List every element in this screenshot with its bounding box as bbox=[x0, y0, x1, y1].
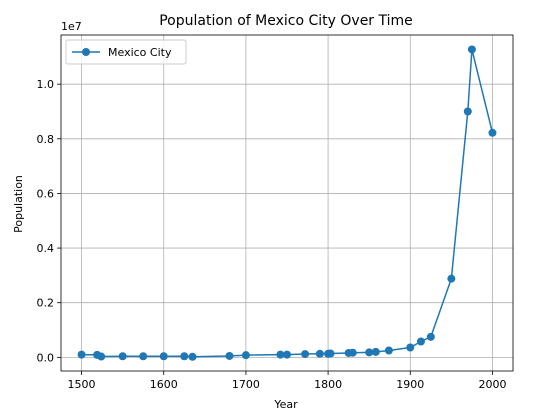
series-layer bbox=[77, 45, 497, 361]
chart-title: Population of Mexico City Over Time bbox=[159, 13, 413, 29]
x-tick-label: 1800 bbox=[314, 378, 342, 391]
x-tick-label: 2000 bbox=[478, 378, 506, 391]
data-point bbox=[371, 347, 380, 356]
data-point bbox=[326, 349, 335, 358]
grid-lines bbox=[61, 35, 513, 371]
y-tick-label: 0.6 bbox=[37, 187, 55, 200]
data-point bbox=[447, 274, 456, 283]
data-point bbox=[488, 128, 497, 137]
x-tick-label: 1900 bbox=[396, 378, 424, 391]
data-point bbox=[118, 352, 127, 361]
data-point bbox=[225, 351, 234, 360]
x-tick-label: 1700 bbox=[232, 378, 260, 391]
y-tick-label: 0.4 bbox=[37, 242, 55, 255]
data-point bbox=[426, 332, 435, 341]
data-point bbox=[315, 349, 324, 358]
data-point bbox=[416, 337, 425, 346]
y-axis-label: Population bbox=[12, 175, 25, 233]
y-tick-label: 0.0 bbox=[37, 351, 55, 364]
data-point bbox=[139, 352, 148, 361]
data-point bbox=[276, 350, 285, 359]
plot-frame bbox=[60, 34, 514, 372]
series-line bbox=[81, 48, 494, 358]
data-point bbox=[365, 348, 374, 357]
data-point bbox=[97, 352, 106, 361]
legend-marker-swatch bbox=[82, 48, 90, 56]
data-point bbox=[463, 107, 472, 116]
legend: Mexico City bbox=[65, 39, 187, 65]
data-point bbox=[159, 352, 168, 361]
y-tick-label: 1.0 bbox=[37, 78, 55, 91]
data-point bbox=[77, 350, 86, 359]
data-point bbox=[241, 351, 250, 360]
data-point bbox=[467, 45, 476, 54]
legend-box bbox=[65, 39, 187, 65]
axis-ticks: 1500 1600 1700 1800 1900 2000 0.0 0.2 0.4 0.6 0.8 1… bbox=[37, 78, 507, 391]
x-axis-label: Year bbox=[273, 398, 298, 411]
legend-label: Mexico City bbox=[108, 46, 172, 59]
y-tick-label: 0.2 bbox=[37, 297, 55, 310]
y-axis-offset-text: 1e7 bbox=[61, 20, 82, 33]
x-tick-label: 1500 bbox=[68, 378, 96, 391]
data-point bbox=[301, 350, 310, 359]
x-tick-label: 1600 bbox=[150, 378, 178, 391]
data-point bbox=[348, 348, 357, 357]
y-tick-label: 0.8 bbox=[37, 133, 55, 146]
data-point bbox=[283, 350, 291, 359]
data-point bbox=[180, 352, 189, 361]
data-point bbox=[188, 352, 197, 361]
data-point bbox=[406, 343, 415, 352]
data-point bbox=[384, 346, 393, 355]
